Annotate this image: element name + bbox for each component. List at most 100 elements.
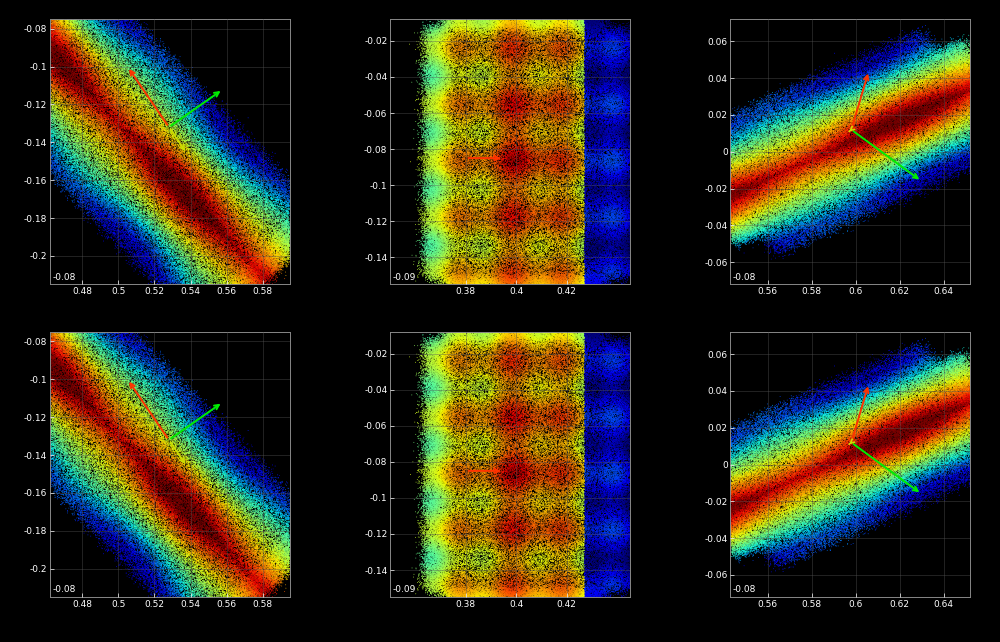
Point [204,550,220,560]
Point [768,156,784,166]
Point [482,148,498,158]
Point [913,419,929,429]
Point [579,389,595,399]
Point [532,367,548,377]
Point [561,538,577,548]
Point [548,56,564,67]
Point [951,374,967,385]
Point [122,173,138,183]
Point [763,451,779,462]
Point [203,193,219,204]
Point [71,105,87,116]
Point [878,157,894,168]
Point [786,442,802,452]
Point [428,141,444,151]
Point [802,479,818,489]
Point [445,239,461,250]
Point [558,542,574,553]
Point [777,157,793,167]
Point [751,498,767,508]
Point [98,83,114,94]
Point [496,79,512,89]
Point [262,537,278,547]
Point [132,216,148,227]
Point [102,54,118,64]
Point [554,502,570,512]
Point [431,246,447,256]
Point [543,351,559,361]
Point [620,361,636,372]
Point [940,139,956,149]
Point [182,166,198,176]
Point [607,503,623,514]
Point [497,486,513,496]
Point [726,514,742,524]
Point [247,477,263,487]
Point [426,419,442,429]
Point [435,351,451,361]
Point [910,31,926,41]
Point [559,582,575,592]
Point [463,137,479,147]
Point [875,150,891,160]
Point [442,238,458,248]
Point [72,34,88,44]
Point [449,444,465,454]
Point [488,573,504,584]
Point [753,421,769,431]
Point [455,232,471,243]
Point [852,404,868,415]
Point [856,429,872,439]
Point [573,520,589,530]
Point [521,61,537,71]
Point [445,489,461,499]
Point [947,470,963,480]
Point [867,425,883,435]
Point [897,124,913,134]
Point [920,162,936,173]
Point [863,498,879,508]
Point [810,455,826,465]
Point [835,204,851,214]
Point [422,238,438,248]
Point [156,73,172,83]
Point [887,73,903,83]
Point [837,392,853,402]
Point [528,566,544,577]
Point [424,360,440,370]
Point [434,39,450,49]
Point [905,65,921,75]
Point [607,231,623,241]
Point [201,242,217,252]
Point [421,164,437,174]
Point [123,472,139,482]
Point [903,93,919,103]
Point [167,213,183,223]
Point [604,24,620,35]
Point [889,353,905,363]
Point [59,50,75,60]
Point [560,541,576,551]
Point [576,124,592,134]
Point [461,83,477,94]
Point [582,358,598,368]
Point [728,519,744,530]
Point [874,126,890,137]
Point [789,153,805,164]
Point [204,210,220,220]
Point [891,386,907,396]
Point [452,424,468,434]
Point [854,399,870,409]
Point [475,152,491,162]
Point [103,379,119,390]
Point [488,413,504,423]
Point [899,89,915,100]
Point [425,137,441,147]
Point [602,439,618,449]
Point [852,204,868,214]
Point [226,188,242,198]
Point [962,361,978,372]
Point [556,73,572,83]
Point [432,506,448,516]
Point [489,582,505,592]
